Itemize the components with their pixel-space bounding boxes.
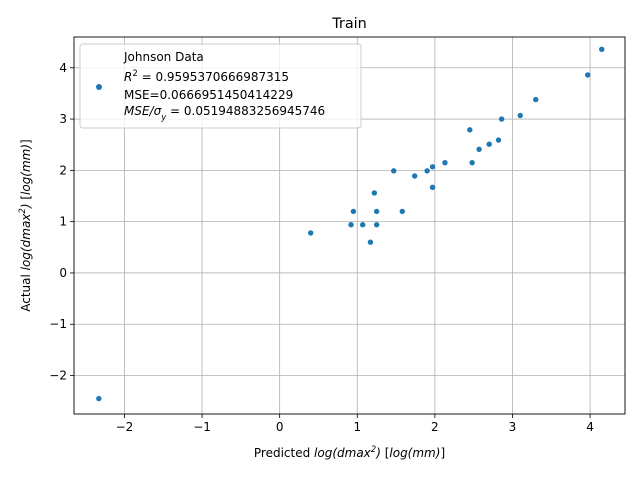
data-point (359, 222, 366, 228)
legend-mse: MSE=0.0666951450414229 (124, 88, 293, 102)
x-tick-label: 2 (431, 420, 439, 434)
data-point (373, 208, 380, 215)
data-point (476, 146, 482, 153)
legend: Johnson Data R2 = 0.9595370666987315 MSE… (79, 43, 362, 129)
data-point (348, 222, 354, 228)
data-point (391, 168, 397, 174)
data-point (517, 112, 523, 119)
y-tick-label: 1 (59, 215, 67, 229)
data-point (373, 222, 380, 228)
x-axis-title: Predicted log(dmax2) [log(mm)] (254, 445, 445, 460)
x-tick-label: −1 (193, 420, 211, 434)
x-tick-label: −2 (116, 420, 134, 434)
y-tick-label: −1 (49, 317, 67, 331)
chart-title: Train (331, 16, 367, 32)
legend-mse-sigma: MSE/σy = 0.05194883256945746 (124, 104, 325, 123)
data-point (467, 127, 473, 133)
data-point (399, 208, 405, 215)
x-tick-label: 4 (586, 420, 594, 434)
data-point (585, 72, 591, 78)
data-point (307, 230, 314, 236)
data-point (495, 137, 502, 143)
legend-series-name: Johnson Data (123, 50, 204, 64)
y-tick-label: 3 (59, 112, 67, 126)
y-tick-label: 4 (59, 61, 67, 75)
data-point (429, 164, 436, 170)
data-points (96, 46, 605, 402)
data-point (429, 184, 436, 190)
axis-ticks: −2 −1 0 1 2 3 4 −2 −1 0 1 2 3 4 (49, 61, 594, 434)
data-point (486, 141, 492, 147)
data-point (533, 96, 539, 103)
data-point (367, 239, 374, 245)
data-point (411, 173, 418, 179)
data-point (498, 116, 505, 122)
legend-r2: R2 = 0.9595370666987315 (124, 69, 289, 84)
data-point (599, 46, 605, 53)
legend-box (79, 43, 362, 129)
y-tick-label: −2 (49, 369, 67, 383)
x-tick-label: 1 (353, 420, 361, 434)
y-axis-title: Actual log(dmax2) [log(mm)] (18, 139, 33, 312)
data-point (96, 395, 102, 402)
x-tick-label: 3 (509, 420, 517, 434)
legend-marker (96, 84, 102, 90)
y-tick-label: 2 (59, 163, 67, 177)
data-point (350, 208, 357, 215)
data-point (424, 168, 430, 174)
y-tick-label: 0 (59, 266, 67, 280)
data-point (469, 159, 475, 166)
plot-frame (73, 36, 626, 415)
x-tick-label: 0 (276, 420, 284, 434)
data-point (442, 159, 448, 166)
data-point (371, 190, 378, 196)
